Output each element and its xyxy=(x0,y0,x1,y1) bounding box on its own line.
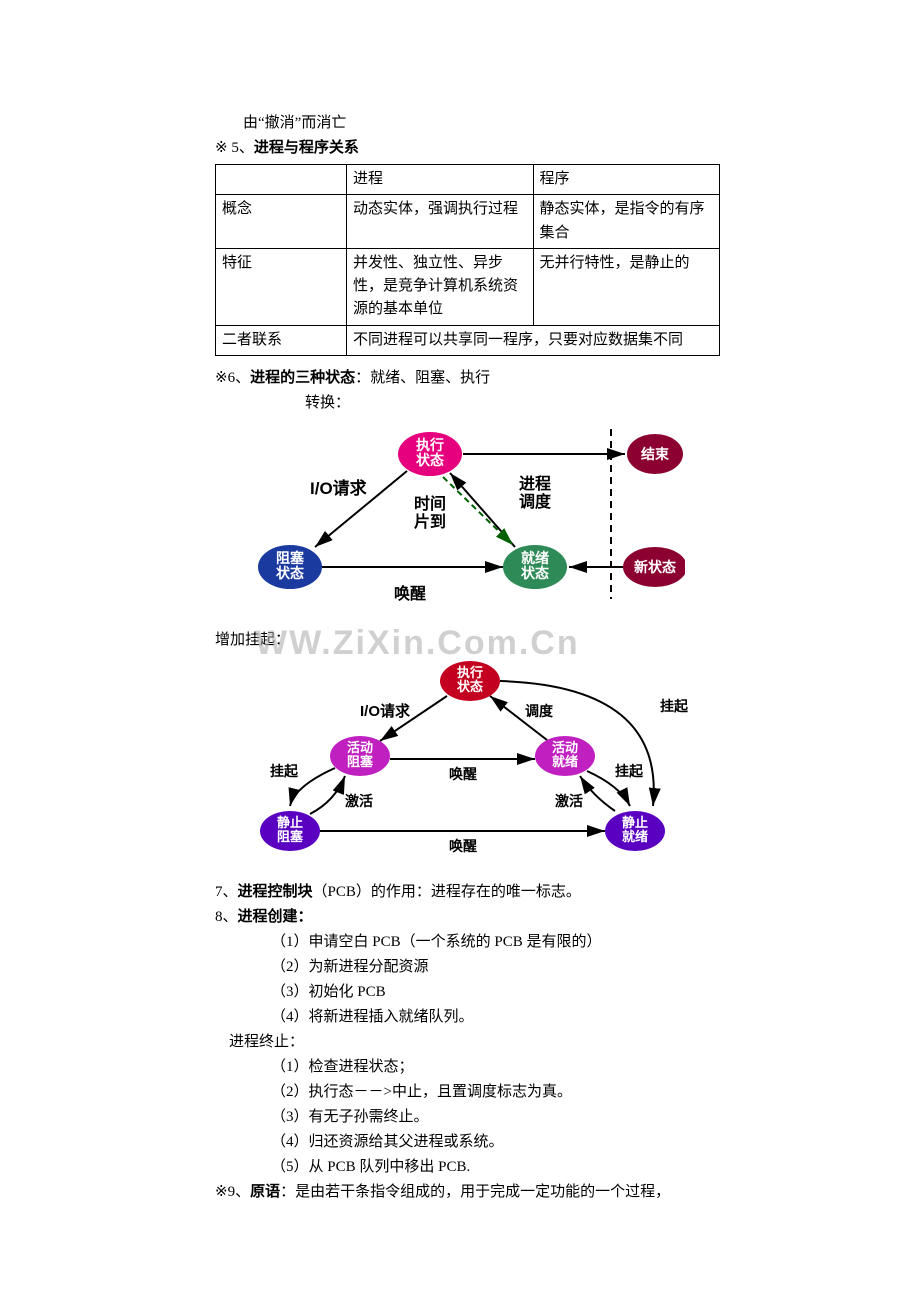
svg-text:阻塞: 阻塞 xyxy=(276,550,305,566)
section9-after: ：是由若干条指令组成的，用于完成一定功能的一个过程， xyxy=(280,1184,670,1200)
s8-term-step: （1）检查进程状态； xyxy=(215,1055,720,1079)
section6-heading: ※6、进程的三种状态：就绪、阻塞、执行 xyxy=(215,366,720,390)
th-program: 程序 xyxy=(533,165,720,195)
section8-marker: 8、 xyxy=(215,909,238,925)
intro-line: 由“撤消”而消亡 xyxy=(215,111,720,135)
svg-text:活动: 活动 xyxy=(552,740,578,755)
table-row: 特征 并发性、独立性、异步性，是竞争计算机系统资源的基本单位 无并行特性，是静止… xyxy=(216,248,720,325)
svg-text:唤醒: 唤醒 xyxy=(449,766,477,782)
svg-text:阻塞: 阻塞 xyxy=(347,754,374,769)
s8-term-step: （3）有无子孙需终止。 xyxy=(215,1105,720,1129)
section9-marker: ※9、 xyxy=(215,1184,250,1200)
svg-text:就绪: 就绪 xyxy=(622,829,648,844)
svg-text:静止: 静止 xyxy=(277,815,303,830)
node-ready: 就绪 状态 xyxy=(503,545,567,589)
svg-text:挂起: 挂起 xyxy=(270,763,299,779)
th-blank xyxy=(216,165,347,195)
table-row: 二者联系 不同进程可以共享同一程序，只要对应数据集不同 xyxy=(216,325,720,355)
section5-title: 进程与程序关系 xyxy=(254,140,359,156)
section6-title: 进程的三种状态 xyxy=(250,370,355,386)
svg-text:静止: 静止 xyxy=(622,815,648,830)
svg-text:调度: 调度 xyxy=(519,492,552,511)
s8-step: （3）初始化 PCB xyxy=(215,980,720,1004)
svg-text:I/O请求: I/O请求 xyxy=(310,478,367,498)
th-process: 进程 xyxy=(347,165,533,195)
svg-text:就绪: 就绪 xyxy=(552,754,578,769)
svg-text:时间: 时间 xyxy=(414,494,446,513)
section6-after: ：就绪、阻塞、执行 xyxy=(355,370,490,386)
node-exec: 执行 状态 xyxy=(398,432,462,476)
state-diagram-basic: 执行 状态 阻塞 状态 就绪 状态 结束 新状态 I/O请求 时间 片到 进程 … xyxy=(215,419,720,622)
suspend-row: 增加挂起： WW.ZiXin.Com.Cn xyxy=(215,628,720,652)
svg-text:激活: 激活 xyxy=(345,793,373,809)
svg-text:片到: 片到 xyxy=(414,512,446,531)
svg-text:执行: 执行 xyxy=(416,437,444,453)
svg-text:挂起: 挂起 xyxy=(615,763,644,779)
svg-text:结束: 结束 xyxy=(641,446,670,462)
section7-after: （PCB）的作用：进程存在的唯一标志。 xyxy=(313,884,581,900)
section8-term-title: 进程终止： xyxy=(215,1030,720,1054)
node-new: 新状态 xyxy=(623,547,685,587)
svg-text:状态: 状态 xyxy=(521,565,549,581)
svg-text:唤醒: 唤醒 xyxy=(394,584,426,603)
s8-term-step: （4）归还资源给其父进程或系统。 xyxy=(215,1130,720,1154)
s8-step: （4）将新进程插入就绪队列。 xyxy=(215,1005,720,1029)
svg-text:新状态: 新状态 xyxy=(634,559,676,575)
suspend-label: 增加挂起： xyxy=(215,632,290,648)
s8-term-step: （5）从 PCB 队列中移出 PCB. xyxy=(215,1155,720,1179)
svg-text:状态: 状态 xyxy=(457,679,483,694)
node-end: 结束 xyxy=(627,434,683,474)
section6-marker: ※6、 xyxy=(215,370,250,386)
svg-text:阻塞: 阻塞 xyxy=(277,829,304,844)
svg-text:I/O请求: I/O请求 xyxy=(360,702,411,720)
section5-marker: ※ 5、 xyxy=(215,140,254,156)
table-header-row: 进程 程序 xyxy=(216,165,720,195)
svg-text:活动: 活动 xyxy=(347,740,373,755)
section6-subline: 转换： xyxy=(215,391,720,415)
state-diagram-suspend: 执行 状态 活动 阻塞 活动 就绪 静止 阻塞 静止 就绪 I/O请求 调度 唤… xyxy=(215,656,720,874)
s8-term-step: （2）执行态－－>中止，且置调度标志为真。 xyxy=(215,1080,720,1104)
svg-text:状态: 状态 xyxy=(416,452,444,468)
svg-text:唤醒: 唤醒 xyxy=(449,838,477,854)
svg-text:进程: 进程 xyxy=(519,475,551,493)
table-row: 概念 动态实体，强调执行过程 静态实体，是指令的有序集合 xyxy=(216,195,720,249)
s8-step: （2）为新进程分配资源 xyxy=(215,955,720,979)
s8-step: （1）申请空白 PCB（一个系统的 PCB 是有限的） xyxy=(215,930,720,954)
svg-text:状态: 状态 xyxy=(276,565,304,581)
process-program-table: 进程 程序 概念 动态实体，强调执行过程 静态实体，是指令的有序集合 特征 并发… xyxy=(215,164,720,356)
section9-title: 原语 xyxy=(250,1184,280,1200)
section8-title: 进程创建： xyxy=(238,909,313,925)
section8-heading: 8、进程创建： xyxy=(215,905,720,929)
svg-text:挂起: 挂起 xyxy=(660,698,689,714)
section7-heading: 7、进程控制块（PCB）的作用：进程存在的唯一标志。 xyxy=(215,880,720,904)
svg-text:执行: 执行 xyxy=(457,665,483,680)
svg-text:调度: 调度 xyxy=(525,703,554,719)
svg-text:就绪: 就绪 xyxy=(521,550,549,566)
node-block: 阻塞 状态 xyxy=(258,545,322,589)
svg-text:激活: 激活 xyxy=(555,793,583,809)
section7-marker: 7、 xyxy=(215,884,238,900)
section5-heading: ※ 5、进程与程序关系 xyxy=(215,136,720,160)
section9-heading: ※9、原语：是由若干条指令组成的，用于完成一定功能的一个过程， xyxy=(215,1180,720,1204)
section7-title: 进程控制块 xyxy=(238,884,313,900)
